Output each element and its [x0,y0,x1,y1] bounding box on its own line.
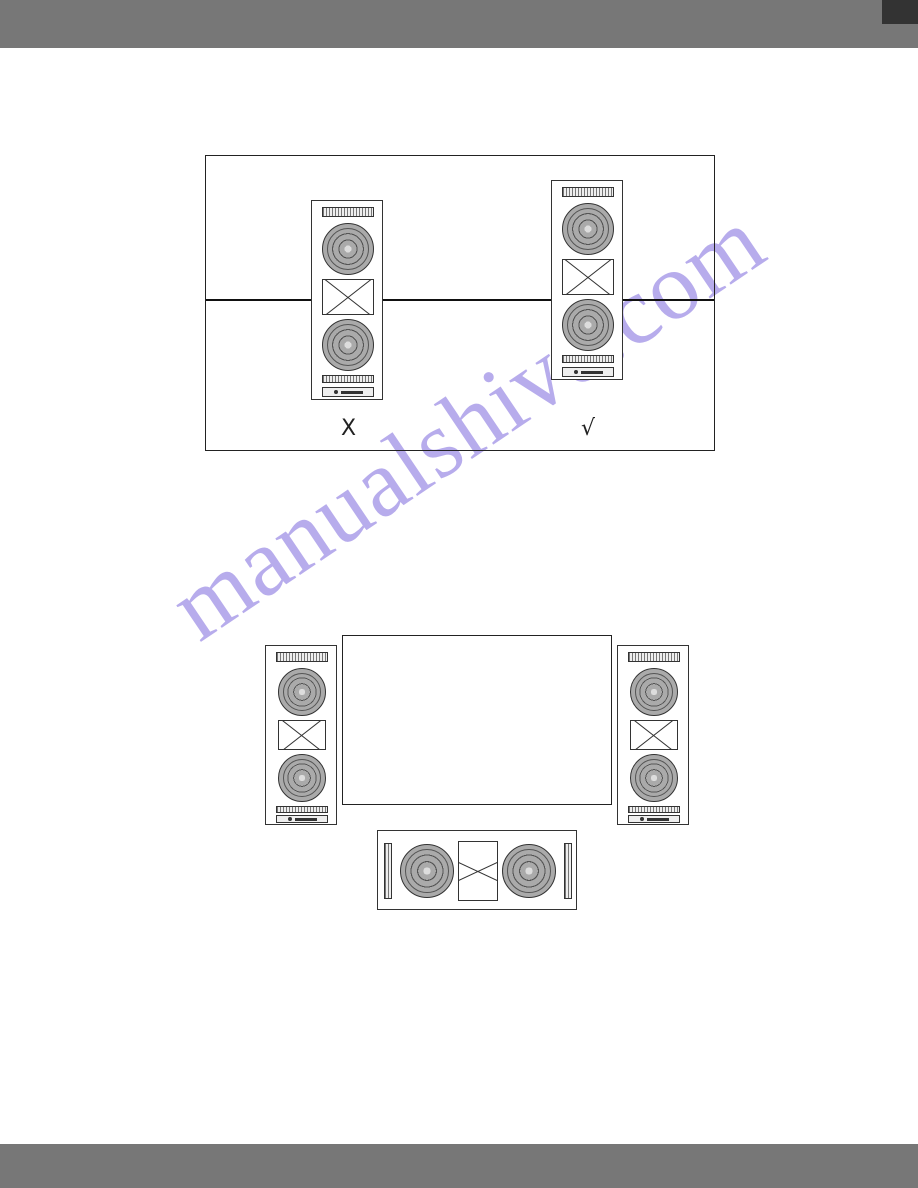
figure-1-label-wrong: X [341,416,356,441]
figure-1-speaker-correct [551,180,623,380]
top-corner-tab [882,0,918,24]
bottom-bar [0,1144,918,1188]
figure-1-shelf-line [206,299,714,301]
page-content: X √ [0,48,918,1144]
figure-1-frame: X √ [205,155,715,451]
figure-2-speaker-right [617,645,689,825]
figure-1-speaker-wrong [311,200,383,400]
figure-1-label-correct: √ [581,416,595,441]
top-bar [0,0,918,48]
figure-2-speaker-left [265,645,337,825]
figure-2-tv [342,635,612,805]
figure-2-speaker-center [377,830,577,910]
